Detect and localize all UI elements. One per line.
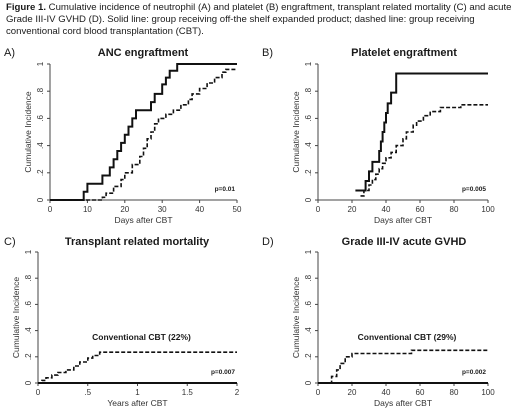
y-tick-label: .8 bbox=[24, 274, 33, 281]
y-tick-label: .6 bbox=[304, 115, 313, 122]
y-tick-label: .4 bbox=[304, 327, 313, 334]
x-axis-label: Days after CBT bbox=[374, 398, 432, 408]
y-tick-label: .4 bbox=[36, 142, 45, 149]
solid-series-line bbox=[355, 72, 488, 192]
x-tick-label: 0 bbox=[36, 388, 41, 397]
panel-label: A) bbox=[4, 47, 15, 59]
panel-title: Grade III-IV acute GVHD bbox=[342, 236, 467, 248]
x-axis-label: Days after CBT bbox=[374, 215, 432, 225]
dashed-series-line bbox=[360, 104, 488, 197]
caption-text: Cumulative incidence of neutrophil (A) a… bbox=[6, 2, 512, 37]
x-tick-label: 0 bbox=[316, 205, 321, 214]
x-tick-label: 50 bbox=[233, 205, 242, 214]
y-tick-label: .4 bbox=[304, 142, 313, 149]
dashed-series-line bbox=[318, 349, 488, 384]
y-tick-label: 0 bbox=[304, 380, 313, 385]
x-tick-label: 80 bbox=[450, 205, 459, 214]
y-tick-label: .8 bbox=[36, 87, 45, 94]
y-tick-label: 0 bbox=[36, 197, 45, 202]
panel-label: B) bbox=[262, 47, 273, 59]
panel-label: D) bbox=[262, 236, 274, 248]
x-tick-label: 10 bbox=[83, 205, 92, 214]
p-value-label: p=0.002 bbox=[462, 369, 486, 376]
x-tick-label: 20 bbox=[348, 205, 357, 214]
x-tick-label: 40 bbox=[382, 205, 391, 214]
x-tick-label: 100 bbox=[481, 205, 495, 214]
x-tick-label: 60 bbox=[416, 205, 425, 214]
y-tick-label: .4 bbox=[24, 327, 33, 334]
panel-label: C) bbox=[4, 236, 16, 248]
p-value-label: p=0.007 bbox=[211, 369, 235, 376]
x-tick-label: 0 bbox=[48, 205, 53, 214]
y-tick-label: 0 bbox=[304, 197, 313, 202]
y-tick-label: .6 bbox=[36, 115, 45, 122]
y-tick-label: .2 bbox=[304, 353, 313, 360]
series-annotation: Conventional CBT (22%) bbox=[92, 332, 191, 342]
series-annotation: Conventional CBT (29%) bbox=[358, 332, 457, 342]
y-tick-label: 1 bbox=[304, 61, 313, 66]
panel-title: Transplant related mortality bbox=[65, 236, 210, 248]
x-tick-label: 40 bbox=[382, 388, 391, 397]
x-tick-label: .5 bbox=[84, 388, 91, 397]
p-value-label: p=0.01 bbox=[215, 186, 236, 193]
x-tick-label: 60 bbox=[416, 388, 425, 397]
y-axis-label: Cumulative Incidence bbox=[291, 91, 301, 173]
x-tick-label: 20 bbox=[120, 205, 129, 214]
y-axis-label: Cumulative Incidence bbox=[291, 277, 301, 359]
x-axis-label: Years after CBT bbox=[107, 398, 167, 408]
y-tick-label: .6 bbox=[304, 301, 313, 308]
y-tick-label: 0 bbox=[24, 380, 33, 385]
panel-title: ANC engraftment bbox=[98, 47, 189, 59]
x-tick-label: 1 bbox=[135, 388, 140, 397]
x-tick-label: 80 bbox=[450, 388, 459, 397]
y-tick-label: 1 bbox=[304, 249, 313, 254]
solid-series-line bbox=[50, 63, 237, 201]
y-tick-label: .2 bbox=[36, 169, 45, 176]
dashed-series-line bbox=[50, 68, 237, 201]
y-tick-label: 1 bbox=[24, 249, 33, 254]
dashed-series-line bbox=[38, 351, 237, 384]
x-tick-label: 0 bbox=[316, 388, 321, 397]
x-tick-label: 100 bbox=[481, 388, 495, 397]
y-axis-label: Cumulative Incidence bbox=[11, 277, 21, 359]
x-tick-label: 20 bbox=[348, 388, 357, 397]
y-tick-label: .6 bbox=[24, 301, 33, 308]
y-tick-label: .8 bbox=[304, 87, 313, 94]
y-tick-label: 1 bbox=[36, 61, 45, 66]
x-tick-label: 1.5 bbox=[182, 388, 194, 397]
y-tick-label: .8 bbox=[304, 274, 313, 281]
x-tick-label: 30 bbox=[158, 205, 167, 214]
x-axis-label: Days after CBT bbox=[114, 215, 172, 225]
y-axis-label: Cumulative Incidence bbox=[23, 91, 33, 173]
figure-caption: Figure 1. Cumulative incidence of neutro… bbox=[6, 2, 514, 38]
y-tick-label: .2 bbox=[304, 169, 313, 176]
x-tick-label: 40 bbox=[195, 205, 204, 214]
caption-prefix: Figure 1. bbox=[6, 2, 46, 13]
x-tick-label: 2 bbox=[235, 388, 240, 397]
p-value-label: p=0.005 bbox=[462, 186, 486, 193]
panel-title: Platelet engraftment bbox=[351, 47, 457, 59]
y-tick-label: .2 bbox=[24, 353, 33, 360]
